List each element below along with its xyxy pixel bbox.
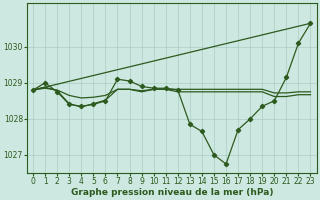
X-axis label: Graphe pression niveau de la mer (hPa): Graphe pression niveau de la mer (hPa)	[70, 188, 273, 197]
